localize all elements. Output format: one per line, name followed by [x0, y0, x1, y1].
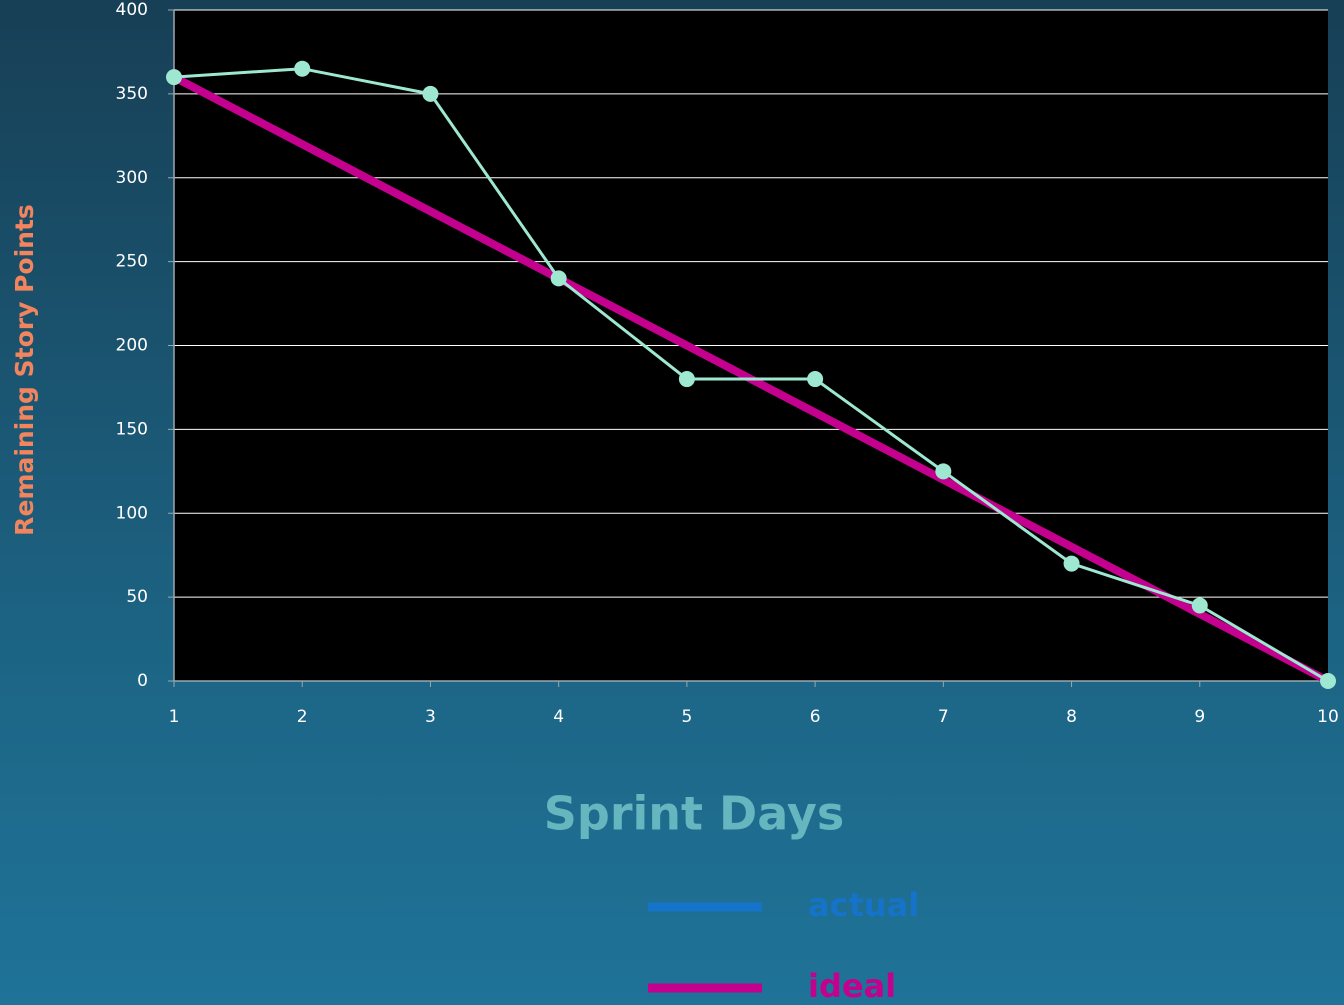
y-tick-label: 400	[116, 0, 148, 20]
y-axis-label: Remaining Story Points	[10, 204, 39, 536]
legend-label: ideal	[808, 967, 896, 1005]
y-tick-label: 50	[126, 587, 148, 607]
series-line	[173, 67, 1329, 683]
data-point	[1320, 673, 1336, 689]
y-tick-label: 300	[116, 168, 148, 188]
data-point	[1063, 555, 1080, 572]
y-tick-label: 200	[116, 336, 148, 356]
legend-label: actual	[808, 886, 919, 924]
data-point	[807, 371, 824, 388]
x-axis-label: Sprint Days	[544, 787, 844, 841]
data-point	[935, 463, 952, 480]
x-tick-label: 7	[938, 707, 949, 727]
x-tick-label: 9	[1194, 707, 1205, 727]
data-point	[166, 69, 182, 86]
y-tick-label: 250	[116, 252, 148, 272]
data-point	[294, 60, 311, 77]
data-point	[678, 371, 695, 388]
x-tick-label: 8	[1066, 707, 1077, 727]
x-tick-label: 10	[1317, 707, 1339, 727]
x-tick-label: 3	[425, 707, 436, 727]
x-tick-label: 4	[553, 707, 564, 727]
y-tick-label: 150	[116, 419, 148, 439]
y-tick-label: 0	[137, 671, 148, 691]
x-tick-label: 6	[810, 707, 821, 727]
y-tick-label: 100	[116, 503, 148, 523]
x-tick-label: 1	[169, 707, 180, 727]
y-tick-label: 350	[116, 84, 148, 104]
data-point	[422, 85, 439, 102]
data-point	[550, 270, 567, 287]
x-tick-label: 5	[681, 707, 692, 727]
data-point	[1191, 597, 1208, 614]
x-tick-label: 2	[297, 707, 308, 727]
